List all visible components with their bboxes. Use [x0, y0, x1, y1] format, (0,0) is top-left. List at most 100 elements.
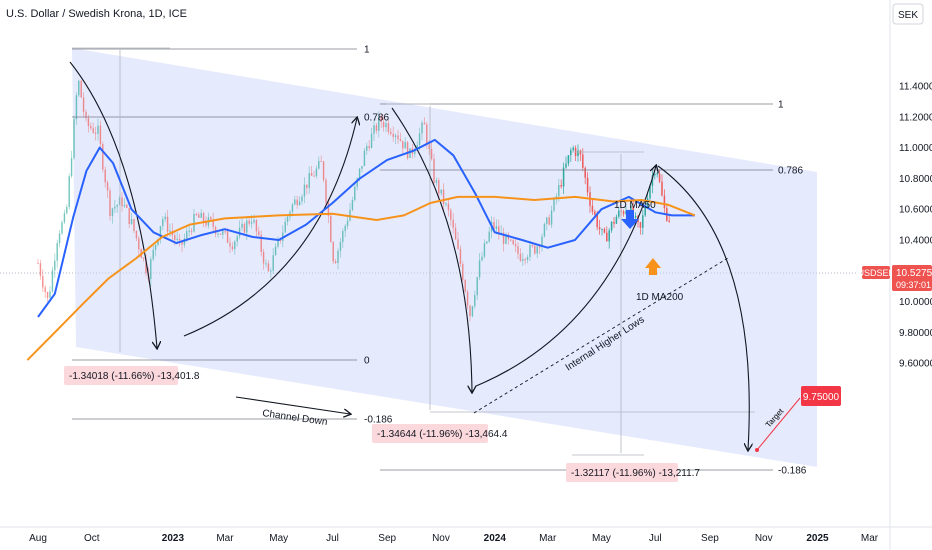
candle-body	[130, 219, 133, 224]
candle-body	[577, 150, 579, 157]
symbol-tag: USDSEK	[857, 268, 894, 278]
candle-body	[346, 220, 349, 226]
candle-body	[596, 214, 598, 228]
candle-body	[406, 142, 409, 159]
candle-body	[644, 207, 646, 216]
candle-body	[330, 215, 332, 243]
ma50-label: 1D MA50	[614, 200, 656, 211]
candle-body	[430, 148, 433, 159]
candle-body	[246, 220, 248, 233]
candle-body	[210, 217, 212, 220]
candle-body	[462, 264, 464, 280]
fib-level-label: -0.186	[778, 466, 807, 477]
candle-body	[639, 222, 642, 228]
time-tick-label: Aug	[29, 533, 47, 544]
candle-body	[272, 255, 274, 271]
candle-body	[457, 239, 459, 249]
candle-body	[231, 246, 234, 250]
candle-body	[478, 260, 481, 278]
candle-body	[90, 126, 92, 129]
candle-body	[553, 198, 555, 211]
candle-body	[375, 125, 378, 131]
candle-body	[49, 291, 51, 298]
candle-body	[46, 292, 49, 298]
candle-body	[68, 176, 70, 208]
candle-body	[615, 216, 618, 224]
candle-body	[351, 200, 354, 210]
time-tick-label: Oct	[84, 533, 100, 544]
candle-body	[601, 228, 603, 230]
candle-body	[421, 122, 423, 134]
candle-body	[222, 231, 224, 235]
candle-body	[80, 80, 82, 98]
candle-body	[66, 207, 68, 214]
candle-body	[296, 199, 298, 206]
candle-body	[663, 195, 666, 209]
candle-body	[642, 215, 644, 228]
candle-body	[274, 246, 277, 256]
candle-body	[630, 205, 632, 214]
candle-body	[229, 242, 231, 247]
fib-level-label: -0.186	[364, 415, 393, 426]
candle-body	[560, 185, 562, 187]
candle-body	[483, 243, 486, 257]
candle-body	[61, 222, 63, 234]
candle-body	[476, 277, 478, 296]
currency-button[interactable]	[892, 3, 924, 25]
candle-body	[373, 125, 375, 134]
candle-body	[250, 222, 253, 224]
candle-body	[399, 139, 402, 141]
price-tick-label: 10.00000	[899, 297, 932, 308]
current-price: 10.52753	[896, 268, 932, 279]
candle-body	[613, 221, 615, 224]
candle-body	[382, 121, 385, 128]
candle-body	[169, 230, 171, 232]
candle-body	[308, 173, 310, 188]
candle-body	[284, 221, 286, 233]
target-value: 9.75000	[803, 392, 840, 403]
channel-down-label: Channel Down	[262, 408, 329, 428]
channel-down-arrow	[235, 396, 350, 414]
candle-body	[608, 230, 610, 242]
candle-body	[243, 223, 246, 233]
candle-body	[181, 240, 183, 245]
candle-body	[529, 245, 531, 258]
target-line	[756, 397, 801, 451]
candle-body	[656, 173, 658, 175]
time-tick-label: Sep	[701, 533, 719, 544]
candle-body	[164, 216, 166, 220]
higher-lows-trendline	[473, 257, 729, 414]
candle-body	[603, 228, 606, 233]
candle-body	[337, 250, 339, 264]
time-tick-label: Mar	[539, 533, 557, 544]
bar-countdown: 09:37:01	[896, 280, 931, 290]
candle-body	[260, 234, 262, 252]
candle-body	[594, 211, 596, 215]
candle-body	[114, 206, 116, 209]
candle-body	[85, 111, 87, 119]
drawn-arrow	[69, 61, 157, 348]
time-axis[interactable]: Aug Oct 2023 Mar May Jul Sep Nov 2024 Mar May Jul Se…	[29, 533, 879, 544]
price-axis[interactable]: 11.40000 11.20000 11.00000 10.80000 10.60000…	[899, 82, 932, 370]
time-tick-label: 2023	[162, 533, 185, 544]
candle-body	[133, 219, 135, 231]
candle-body	[102, 144, 104, 170]
candle-body	[584, 167, 586, 178]
candle-body	[226, 231, 229, 243]
candle-body	[142, 257, 145, 259]
candle-body	[512, 240, 514, 245]
candle-body	[582, 154, 584, 168]
candle-body	[452, 219, 454, 228]
candle-body	[555, 196, 558, 199]
candle-body	[474, 295, 476, 307]
candle-body	[397, 135, 399, 140]
candle-body	[498, 226, 500, 235]
price-tick-label: 10.80000	[899, 174, 932, 185]
candle-body	[255, 220, 258, 232]
fib-level-label: 0	[364, 356, 370, 367]
candle-body	[106, 182, 109, 191]
candle-body	[438, 180, 440, 194]
candle-body	[471, 306, 474, 317]
candle-body	[378, 116, 380, 131]
